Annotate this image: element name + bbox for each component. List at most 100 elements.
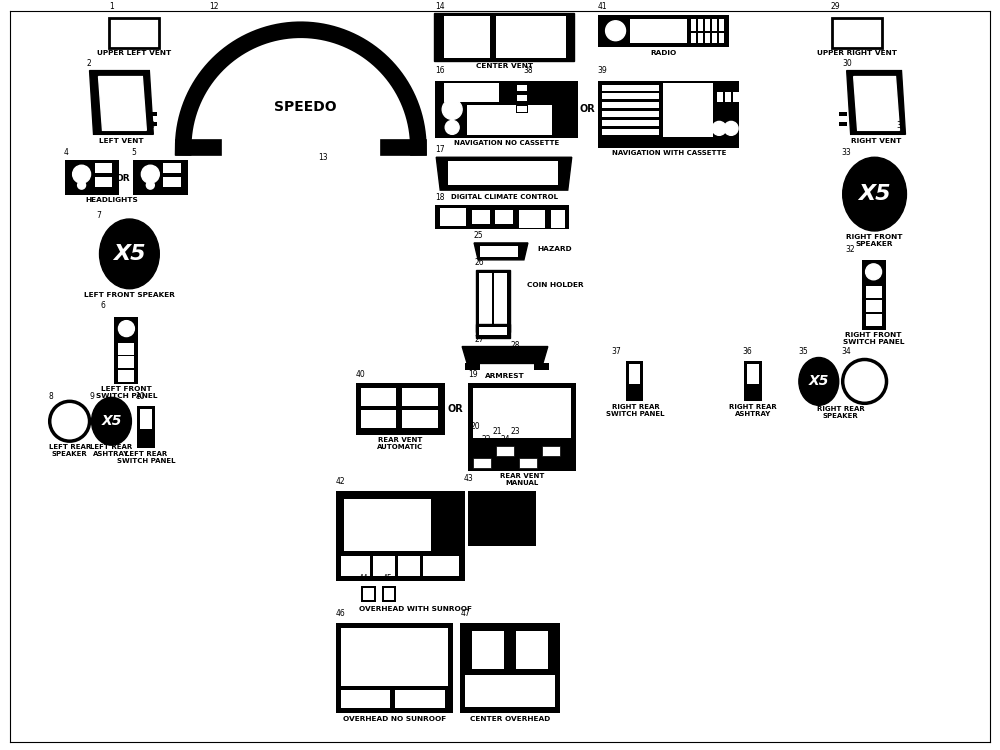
Text: 46: 46 <box>336 610 345 619</box>
Bar <box>341 690 390 708</box>
Text: RIGHT REAR
SWITCH PANEL: RIGHT REAR SWITCH PANEL <box>606 404 665 417</box>
Text: 21: 21 <box>492 427 502 436</box>
Text: 41: 41 <box>598 2 607 10</box>
Ellipse shape <box>843 158 906 231</box>
Bar <box>361 388 396 406</box>
Text: 6: 6 <box>101 301 105 310</box>
Text: LEFT VENT: LEFT VENT <box>99 138 144 144</box>
Bar <box>356 383 445 435</box>
Text: 29: 29 <box>831 2 840 10</box>
Bar <box>460 623 560 713</box>
Ellipse shape <box>100 219 159 289</box>
Text: 1: 1 <box>109 2 114 10</box>
Text: RADIO: RADIO <box>650 50 677 55</box>
Bar <box>832 18 882 48</box>
Bar <box>473 446 491 456</box>
Text: X5: X5 <box>858 184 891 204</box>
Polygon shape <box>434 13 574 61</box>
Circle shape <box>141 165 159 183</box>
Bar <box>839 112 847 116</box>
Bar <box>496 458 514 468</box>
Circle shape <box>724 122 738 135</box>
Text: 12: 12 <box>209 2 219 10</box>
Bar <box>435 205 569 229</box>
Bar <box>705 33 710 43</box>
Bar <box>118 343 134 355</box>
Bar <box>495 210 513 224</box>
Bar <box>626 362 643 401</box>
Text: REAR VENT
AUTOMATIC: REAR VENT AUTOMATIC <box>377 437 423 450</box>
Text: CENTER OVERHEAD: CENTER OVERHEAD <box>470 716 550 722</box>
Bar <box>95 164 112 173</box>
Bar <box>140 410 152 429</box>
Text: 30: 30 <box>843 58 852 68</box>
Text: 9: 9 <box>90 392 94 401</box>
Bar <box>496 446 514 456</box>
Bar <box>725 92 731 103</box>
Bar <box>839 122 847 126</box>
Polygon shape <box>476 323 510 338</box>
Text: X5: X5 <box>101 414 122 428</box>
Text: 38: 38 <box>523 65 533 74</box>
Bar <box>691 33 696 43</box>
Bar <box>468 491 536 546</box>
Bar <box>744 362 762 401</box>
Bar <box>423 556 459 576</box>
Bar <box>516 83 528 92</box>
Circle shape <box>442 100 462 119</box>
Polygon shape <box>99 76 146 130</box>
Bar <box>444 16 490 58</box>
Polygon shape <box>847 70 905 134</box>
Bar <box>866 286 882 298</box>
Text: COIN HOLDER: COIN HOLDER <box>527 282 584 288</box>
Text: 3: 3 <box>149 122 154 130</box>
Bar <box>542 458 560 468</box>
Bar <box>341 556 370 576</box>
Text: 28: 28 <box>511 340 520 350</box>
Text: 45: 45 <box>382 574 392 583</box>
Bar <box>114 316 138 385</box>
Bar <box>109 18 159 48</box>
Bar <box>630 19 687 43</box>
Text: OR: OR <box>115 174 130 183</box>
Bar <box>149 112 157 116</box>
Text: REAR VENT
MANUAL: REAR VENT MANUAL <box>500 473 544 486</box>
Bar <box>733 92 739 103</box>
Text: SPEEDO: SPEEDO <box>274 100 337 115</box>
Bar <box>479 273 492 325</box>
Bar <box>691 19 696 31</box>
Bar <box>862 260 886 329</box>
Text: NAVIGATION NO CASSETTE: NAVIGATION NO CASSETTE <box>454 140 560 146</box>
Bar <box>516 106 528 113</box>
Bar <box>698 33 703 43</box>
Bar <box>344 499 431 550</box>
Bar <box>336 623 453 713</box>
Text: HAZARD: HAZARD <box>537 246 572 252</box>
Bar <box>602 85 659 91</box>
Bar <box>747 364 759 385</box>
Bar <box>467 106 552 135</box>
Circle shape <box>118 321 134 337</box>
Bar <box>402 388 438 406</box>
Text: 24: 24 <box>500 435 510 444</box>
Bar <box>517 95 527 101</box>
Bar <box>149 122 157 126</box>
Text: 37: 37 <box>612 347 621 356</box>
Bar <box>473 388 571 438</box>
Bar <box>602 94 659 100</box>
Bar <box>519 446 537 456</box>
Text: 17: 17 <box>435 146 445 154</box>
Bar <box>712 33 717 43</box>
Bar <box>361 586 376 602</box>
Text: 5: 5 <box>131 148 136 158</box>
Bar <box>468 383 576 471</box>
Text: HEADLIGHTS: HEADLIGHTS <box>85 197 138 203</box>
Bar <box>65 160 119 195</box>
Text: RIGHT FRONT
SWITCH PANEL: RIGHT FRONT SWITCH PANEL <box>843 332 904 344</box>
Bar <box>395 690 445 708</box>
Bar <box>465 364 480 370</box>
Bar <box>118 370 134 382</box>
Bar <box>440 208 466 226</box>
Text: OVERHEAD WITH SUNROOF: OVERHEAD WITH SUNROOF <box>359 605 472 611</box>
Bar <box>598 80 739 148</box>
